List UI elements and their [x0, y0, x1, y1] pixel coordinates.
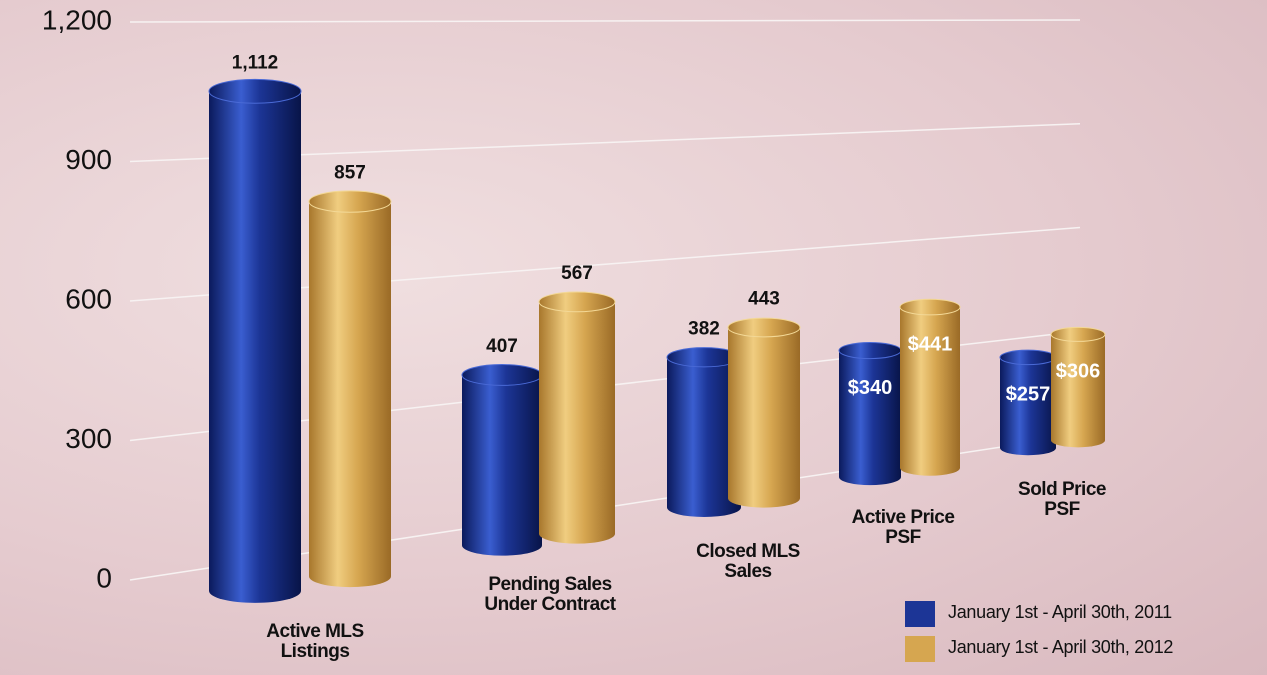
legend-swatch [905, 601, 935, 627]
bar [839, 350, 901, 478]
y-tick-label: 0 [96, 562, 112, 593]
bar [1051, 334, 1105, 441]
value-label: 407 [486, 336, 518, 357]
bar-cap [538, 291, 616, 313]
bar [900, 307, 960, 468]
x-tick-label: Active Price PSF [851, 507, 955, 548]
value-label: 443 [748, 288, 780, 309]
bar-cap [308, 190, 392, 213]
x-tick-label: Closed MLS Sales [696, 541, 800, 582]
value-label: $340 [848, 377, 893, 399]
bar-cap [899, 298, 961, 316]
y-tick-label: 300 [65, 423, 112, 454]
bar-cap [727, 317, 801, 338]
y-tick-label: 900 [65, 144, 112, 175]
y-tick-label: 1,200 [42, 4, 112, 35]
legend-swatch [905, 636, 935, 662]
y-tick-label: 600 [65, 283, 112, 314]
value-label: $257 [1006, 384, 1051, 406]
bar [728, 327, 800, 499]
value-label: 1,112 [232, 52, 279, 73]
x-tick-label: Active MLS Listings [266, 621, 364, 662]
bar-cap [1050, 326, 1106, 342]
value-label: 382 [688, 318, 720, 339]
legend-label: January 1st - April 30th, 2012 [948, 637, 1174, 657]
x-tick-label: Sold Price PSF [1018, 479, 1106, 520]
legend-label: January 1st - April 30th, 2011 [948, 602, 1172, 622]
value-label: 567 [561, 263, 593, 284]
bar-cap [208, 78, 302, 104]
bar [462, 374, 542, 546]
grid-line [129, 19, 1081, 23]
value-label: $441 [908, 333, 953, 355]
bar-cap [999, 349, 1057, 366]
bar-cap [838, 341, 902, 360]
x-tick-label: Pending Sales Under Contract [484, 574, 616, 615]
value-label: 857 [334, 163, 366, 184]
bar [209, 91, 301, 591]
value-label: $306 [1056, 361, 1101, 383]
bar-cap [461, 364, 543, 386]
bar [1000, 357, 1056, 448]
bar [309, 201, 391, 577]
bar [539, 301, 615, 534]
